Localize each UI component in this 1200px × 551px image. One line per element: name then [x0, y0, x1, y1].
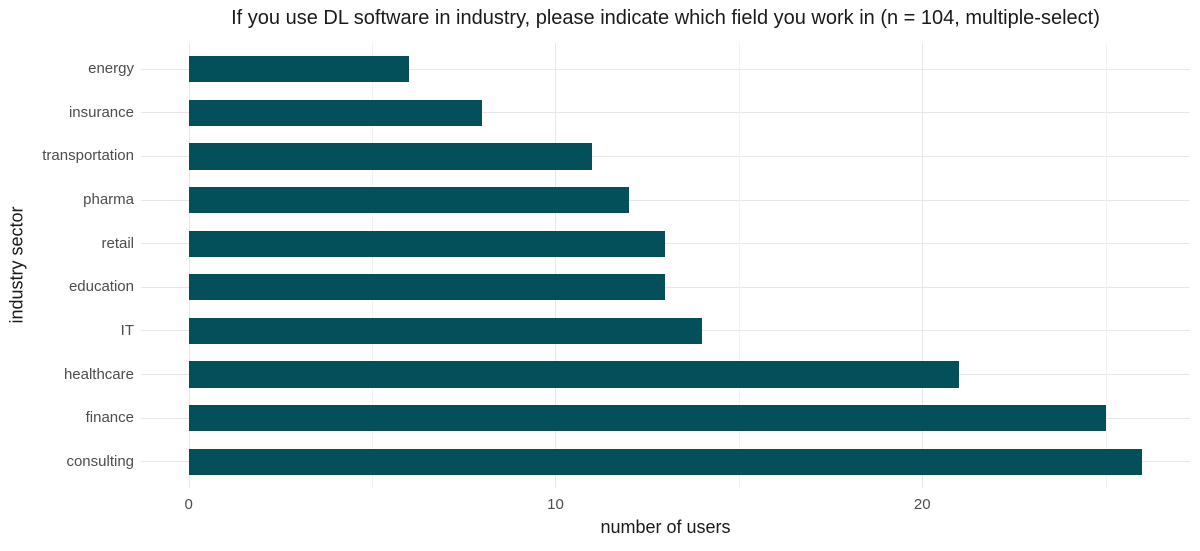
bar-energy — [188, 56, 409, 83]
bar-IT — [188, 317, 703, 345]
x-gridline-minor-5 — [372, 43, 374, 488]
y-gridline-pharma — [141, 199, 1190, 201]
y-gridline-education — [141, 286, 1190, 288]
bar-pharma — [188, 186, 629, 214]
x-tick-label-20: 20 — [913, 496, 931, 513]
x-gridline-minor-15 — [738, 43, 740, 488]
bar-transportation — [188, 143, 593, 170]
y-tick-label-retail: retail — [101, 234, 134, 252]
bar-finance — [188, 405, 1106, 432]
bar-retail — [188, 230, 666, 257]
y-gridline-retail — [141, 243, 1190, 245]
chart-title: If you use DL software in industry, plea… — [231, 7, 1100, 29]
bar-healthcare — [188, 361, 959, 388]
y-axis-title: industry sector — [6, 206, 27, 324]
y-tick-label-education: education — [68, 278, 134, 296]
y-tick-label-consulting: consulting — [66, 452, 134, 470]
y-tick-label-finance: finance — [85, 409, 134, 427]
y-gridline-transportation — [141, 155, 1190, 157]
y-tick-label-energy: energy — [88, 60, 134, 78]
y-gridline-insurance — [141, 112, 1190, 114]
y-tick-label-insurance: insurance — [68, 103, 134, 121]
bar-insurance — [188, 99, 483, 126]
x-gridline-minor-25 — [1105, 43, 1107, 488]
y-tick-label-IT: IT — [120, 321, 134, 339]
y-tick-label-healthcare: healthcare — [63, 365, 134, 383]
x-gridline-major-0 — [188, 43, 190, 488]
x-gridline-major-20 — [922, 43, 924, 488]
x-tick-label-10: 10 — [547, 496, 564, 513]
x-gridline-major-10 — [555, 43, 557, 488]
bar-consulting — [188, 448, 1143, 475]
x-axis-title: number of users — [600, 517, 731, 537]
bar-education — [188, 274, 666, 301]
y-gridline-energy — [141, 68, 1190, 70]
y-tick-label-transportation: transportation — [42, 147, 134, 165]
plot-panel — [141, 43, 1190, 488]
x-tick-label-0: 0 — [184, 496, 193, 513]
y-tick-label-pharma: pharma — [83, 191, 134, 209]
